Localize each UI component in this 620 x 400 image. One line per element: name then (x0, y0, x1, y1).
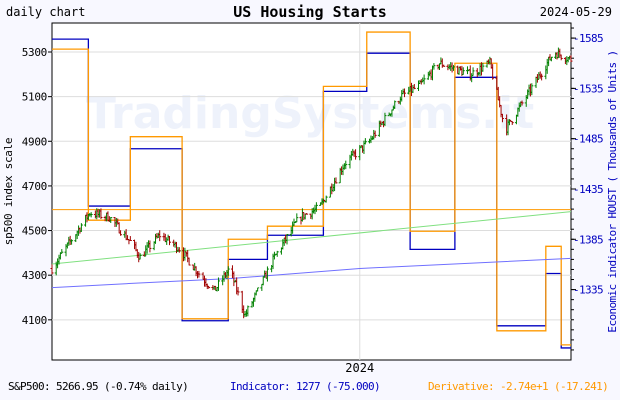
x-tick-label: 2024 (345, 361, 374, 375)
watermark: TradingSystems.it (86, 88, 534, 139)
derivative-readout: Derivative: -2.74e+1 (-17.241) (428, 380, 609, 393)
sp500-readout: S&P500: 5266.95 (-0.74% daily) (8, 380, 189, 393)
chart-date: 2024-05-29 (539, 5, 612, 19)
y-tick-label: 4300 (22, 269, 47, 282)
y-tick-label: 5100 (22, 91, 47, 104)
chart-type-label: daily chart (6, 5, 86, 19)
y-axis-label: sp500 index scale (2, 138, 15, 245)
y-tick-label: 4100 (22, 314, 47, 327)
avg-line (51, 257, 572, 289)
y-tick-label: 4900 (22, 135, 47, 148)
indicator-readout: Indicator: 1277 (-75.000) (230, 380, 381, 393)
y2-tick-label: -1585 (573, 32, 603, 45)
y2-axis-label: Economic indicator HOUST ( Thousands of … (606, 50, 619, 332)
y-tick-label: 4700 (22, 180, 47, 193)
y-tick-label: 4500 (22, 225, 47, 238)
indicator-line (52, 38, 571, 349)
y2-tick-label: -1485 (573, 133, 603, 146)
y2-tick-label: -1385 (573, 233, 603, 246)
derivative-line (52, 31, 571, 346)
plot-area (51, 22, 572, 361)
chart-title: US Housing Starts (233, 3, 387, 21)
y2-tick-label: -1535 (573, 82, 603, 95)
y2-tick-label: -1335 (573, 284, 603, 297)
y2-tick-label: -1435 (573, 183, 603, 196)
y-tick-label: 5300 (22, 46, 47, 59)
